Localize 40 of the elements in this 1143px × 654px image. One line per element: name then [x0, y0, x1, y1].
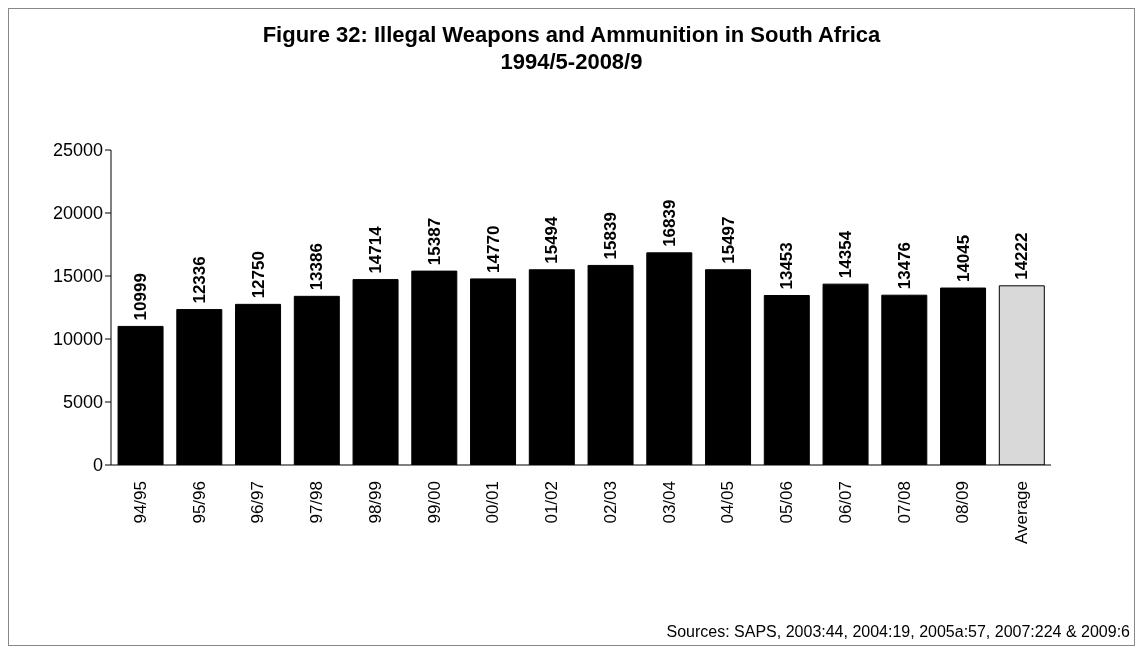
data-label: 10999 [131, 273, 151, 321]
y-tick-label: 25000 [52, 140, 103, 161]
x-tick-label: 08/09 [953, 481, 973, 524]
y-tick-label: 20000 [52, 203, 103, 224]
data-label: 12750 [248, 251, 268, 299]
y-tick-label: 10000 [52, 329, 103, 350]
x-tick-label: 07/08 [894, 481, 914, 524]
y-tick-label: 15000 [52, 266, 103, 287]
data-label: 13453 [777, 242, 797, 290]
y-tick-label: 5000 [62, 392, 103, 413]
x-tick-label: 00/01 [483, 481, 503, 524]
data-label: 15839 [601, 212, 621, 260]
x-tick-label: 05/06 [777, 481, 797, 524]
x-tick-label: 95/96 [189, 481, 209, 524]
data-label: 14222 [1012, 232, 1032, 280]
x-tick-label: 04/05 [718, 481, 738, 524]
y-tick-label: 0 [92, 455, 103, 476]
x-tick-label: 96/97 [248, 481, 268, 524]
x-tick-label: 06/07 [835, 481, 855, 524]
x-tick-label: 98/99 [365, 481, 385, 524]
x-tick-label: 03/04 [659, 481, 679, 524]
data-label: 12336 [189, 256, 209, 304]
data-label: 14354 [836, 230, 856, 279]
x-tick-label: 99/00 [424, 481, 444, 524]
chart-title: Figure 32: Illegal Weapons and Ammunition in South Africa 1994/5-2008/9 [261, 21, 882, 75]
x-tick-label: 02/03 [600, 481, 620, 524]
data-label: 15494 [542, 215, 562, 264]
data-label: 13386 [307, 243, 327, 291]
data-label: 14714 [366, 225, 386, 274]
source-note: Sources: SAPS, 2003:44, 2004:19, 2005a:57, 2007:224 & 2009:6 [666, 623, 1130, 641]
data-label: 14045 [953, 234, 973, 283]
x-tick-label: 94/95 [130, 481, 150, 524]
data-label: 15497 [718, 216, 738, 264]
x-tick-label: 01/02 [542, 481, 562, 524]
data-label: 16839 [659, 199, 679, 247]
data-label: 14770 [483, 225, 503, 273]
data-label: 13476 [894, 241, 914, 290]
x-tick-label: 97/98 [307, 481, 327, 524]
x-tick-label: Average [1012, 481, 1032, 545]
data-label: 15387 [424, 217, 444, 266]
